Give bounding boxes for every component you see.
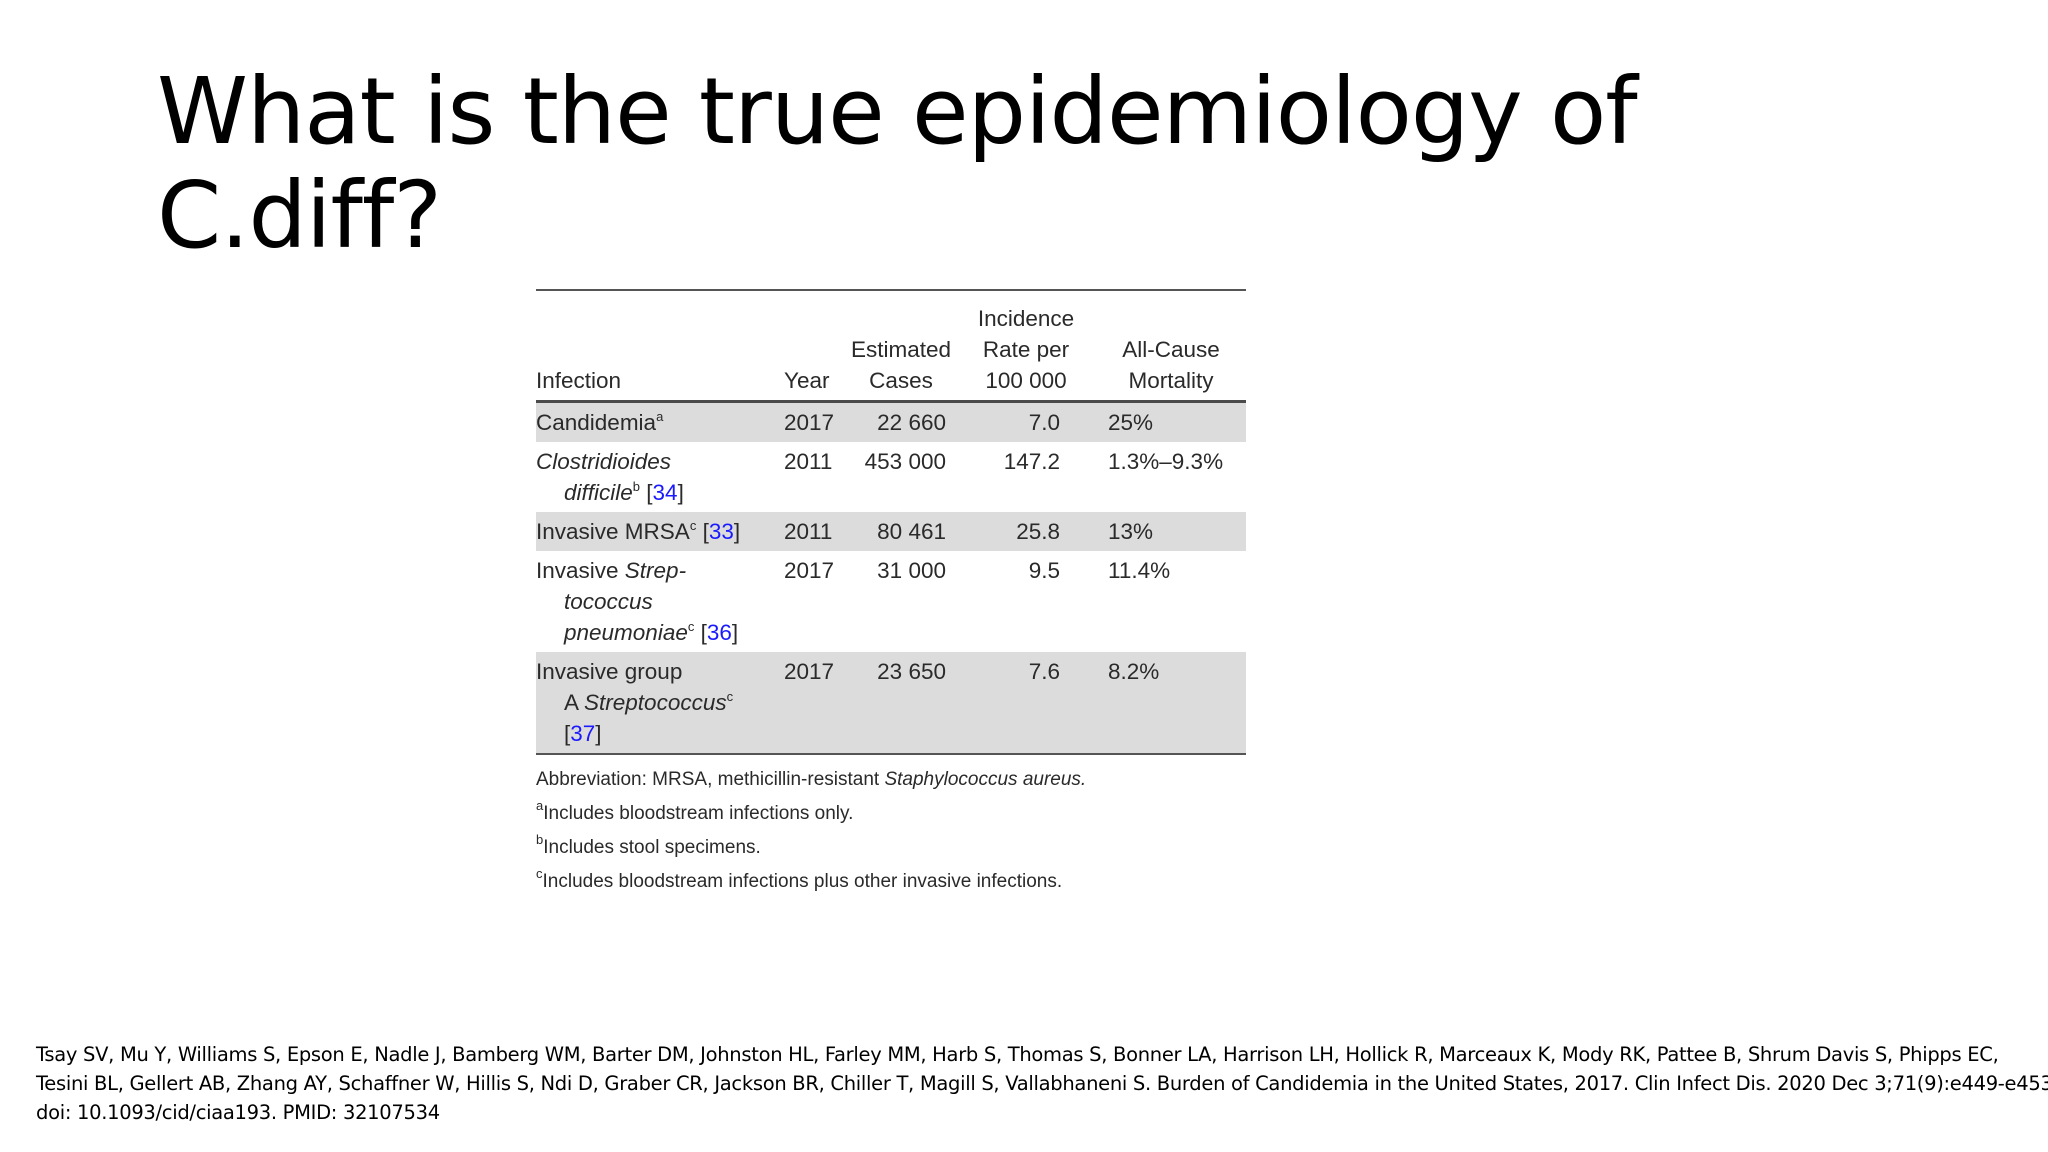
- footnote-a: aIncludes bloodstream infections only.: [536, 798, 854, 824]
- abbreviation-note: Abbreviation: MRSA, methicillin-resistan…: [536, 769, 1087, 790]
- cell-cases: 22 660: [846, 401, 956, 442]
- citation-line: Tsay SV, Mu Y, Williams S, Epson E, Nadl…: [36, 1043, 1999, 1066]
- header-estimated-cases: Estimated Cases: [846, 291, 956, 403]
- reference-link[interactable]: 37: [570, 721, 596, 746]
- cell-mortality: 1.3%–9.3%: [1108, 449, 1224, 474]
- header-year: Year: [776, 291, 846, 403]
- cell-mortality: 25%: [1096, 401, 1246, 442]
- cell-infection: Invasive MRSAc [33]: [536, 512, 776, 551]
- table-row: Invasive Strep- tococcus pneumoniaec [36…: [536, 551, 1246, 652]
- cell-rate: 7.0: [956, 401, 1096, 442]
- reference-link[interactable]: 34: [652, 480, 678, 505]
- cell-cases: 31 000: [877, 558, 946, 583]
- table-row: Clostridioides difficileb [34] 2011 453 …: [536, 442, 1246, 512]
- cell-infection: Clostridioides difficileb [34]: [536, 449, 684, 505]
- epidemiology-table-figure: Infection Year Estimated Cases Incidence R…: [536, 289, 1246, 899]
- cell-year: 2011: [776, 512, 846, 551]
- slide-title-line2: C.diff?: [157, 162, 442, 269]
- cell-mortality: 13%: [1096, 512, 1246, 551]
- reference-citation: Tsay SV, Mu Y, Williams S, Epson E, Nadl…: [36, 1040, 2048, 1127]
- cell-infection: Candidemiaa: [536, 401, 776, 442]
- cell-rate: 7.6: [956, 652, 1096, 753]
- reference-link[interactable]: 36: [706, 620, 732, 645]
- slide-title-line1: What is the true epidemiology of: [157, 58, 1638, 165]
- footnote-c: cIncludes bloodstream infections plus ot…: [536, 866, 1063, 892]
- table-bottom-rule: [536, 753, 1246, 755]
- slide-title: What is the true epidemiology of C.diff?: [157, 60, 1717, 268]
- footnote-b: bIncludes stool specimens.: [536, 832, 761, 858]
- cell-year: 2017: [776, 401, 846, 442]
- cell-rate: 147.2: [1003, 449, 1060, 474]
- cell-rate: 25.8: [956, 512, 1096, 551]
- citation-line: doi: 10.1093/cid/ciaa193. PMID: 32107534: [36, 1101, 440, 1124]
- cell-infection: Invasive group A Streptococcusc [37]: [536, 652, 776, 753]
- cell-mortality: 11.4%: [1108, 558, 1171, 583]
- cell-cases: 80 461: [846, 512, 956, 551]
- cell-mortality: 8.2%: [1096, 652, 1246, 753]
- header-incidence-rate: Incidence Rate per 100 000: [956, 291, 1096, 403]
- table-row: Invasive MRSAc [33] 2011 80 461 25.8 13%: [536, 512, 1246, 551]
- epidemiology-table: Infection Year Estimated Cases Incidence R…: [536, 291, 1246, 753]
- header-all-cause-mortality: All-Cause Mortality: [1096, 291, 1246, 403]
- table-footnotes: Abbreviation: MRSA, methicillin-resistan…: [536, 763, 1246, 899]
- table-row: Candidemiaa 2017 22 660 7.0 25%: [536, 401, 1246, 442]
- cell-infection: Invasive Strep- tococcus pneumoniaec [36…: [536, 558, 739, 645]
- cell-year: 2017: [784, 558, 835, 583]
- header-infection: Infection: [536, 291, 776, 403]
- table-header-row: Infection Year Estimated Cases Incidence R…: [536, 291, 1246, 403]
- table-row: Invasive group A Streptococcusc [37] 201…: [536, 652, 1246, 753]
- cell-cases: 453 000: [864, 449, 946, 474]
- cell-year: 2011: [784, 449, 833, 474]
- reference-link[interactable]: 33: [708, 519, 734, 544]
- table-top-rule: [536, 289, 1246, 291]
- citation-line: Tesini BL, Gellert AB, Zhang AY, Schaffn…: [36, 1072, 2048, 1095]
- cell-year: 2017: [776, 652, 846, 753]
- cell-cases: 23 650: [846, 652, 956, 753]
- cell-rate: 9.5: [1028, 558, 1060, 583]
